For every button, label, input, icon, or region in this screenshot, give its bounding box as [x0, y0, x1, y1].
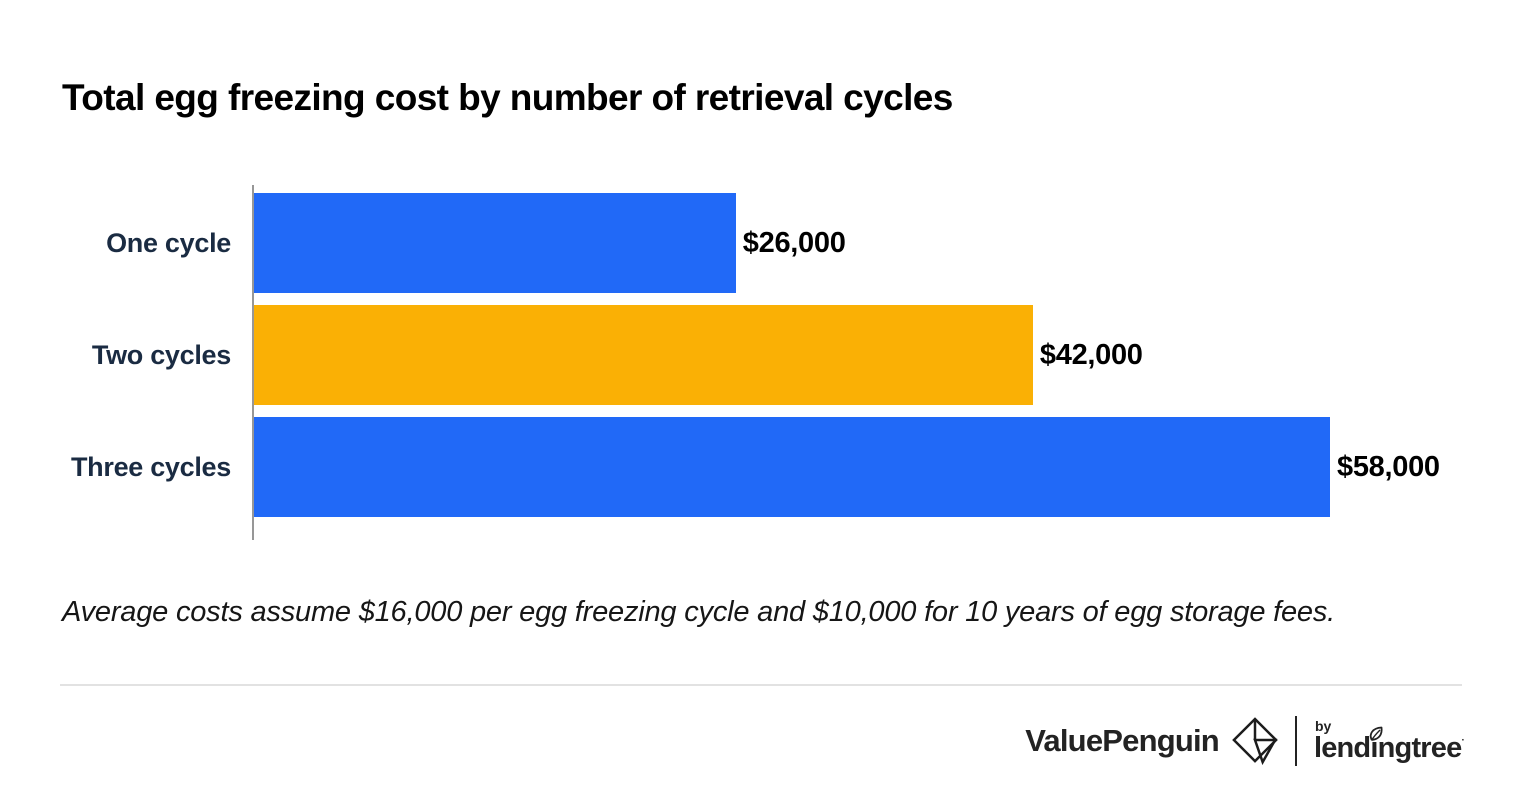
footer-divider — [60, 684, 1462, 686]
chart-row: Three cycles $58,000 — [0, 417, 1460, 517]
valuepenguin-diamond-icon — [1232, 717, 1278, 765]
bar — [253, 417, 1330, 517]
chart-row: One cycle $26,000 — [0, 193, 1460, 293]
lendingtree-i: ı — [1370, 726, 1383, 764]
lendingtree-leaf-icon — [1368, 719, 1384, 748]
bar-track: $58,000 — [253, 417, 1460, 517]
bar-chart: One cycle $26,000 Two cycles $42,000 Thr… — [0, 185, 1460, 540]
bar — [253, 193, 736, 293]
category-label: Two cycles — [91, 339, 231, 370]
chart-row: Two cycles $42,000 — [0, 305, 1460, 405]
bar-track: $42,000 — [253, 305, 1460, 405]
value-label: $26,000 — [742, 226, 846, 259]
footnote: Average costs assume $16,000 per egg fre… — [62, 596, 1335, 628]
lendingtree-text-prefix: lend — [1313, 732, 1371, 764]
lendingtree-wordmark: lend ı ngtree · — [1313, 726, 1465, 764]
lendingtree-logo: by lend ı ngtree · — [1313, 718, 1465, 764]
value-label: $58,000 — [1337, 450, 1440, 483]
dotless-i: ı — [1370, 732, 1378, 764]
bar — [253, 305, 1033, 405]
chart-title: Total egg freezing cost by number of ret… — [62, 77, 953, 118]
bar-track: $26,000 — [253, 193, 1460, 293]
logo-separator — [1294, 716, 1297, 766]
y-axis-line — [252, 185, 254, 540]
value-label: $42,000 — [1039, 338, 1143, 371]
by-label: by — [1314, 718, 1332, 734]
lendingtree-text-suffix: ngtree — [1377, 732, 1463, 764]
valuepenguin-wordmark: ValuePenguin — [1025, 723, 1219, 758]
chart-rows: One cycle $26,000 Two cycles $42,000 Thr… — [0, 193, 1460, 517]
trademark-mark: · — [1461, 735, 1464, 746]
category-label: Three cycles — [70, 451, 231, 482]
footer-logo: ValuePenguin by lend ı — [1025, 712, 1465, 770]
category-label: One cycle — [106, 227, 231, 258]
